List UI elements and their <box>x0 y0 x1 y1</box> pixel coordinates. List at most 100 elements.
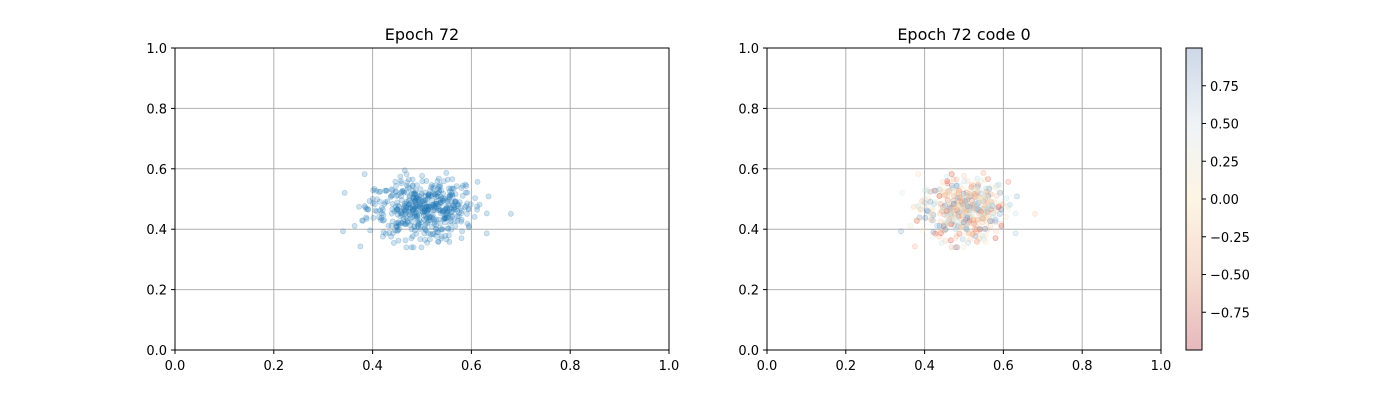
scatter-point <box>405 176 412 183</box>
scatter-point <box>462 189 469 196</box>
scatter-point-colored <box>984 213 991 220</box>
scatter-point-colored <box>968 223 975 230</box>
scatter-point <box>430 190 437 197</box>
scatter-point <box>376 188 382 195</box>
scatter-point <box>443 211 450 218</box>
scatter-point-colored <box>962 197 969 204</box>
scatter-point-colored <box>957 215 963 222</box>
scatter-point-colored <box>965 239 971 246</box>
scatter-point-colored <box>960 223 966 230</box>
scatter-point-colored <box>964 213 970 219</box>
scatter-point-colored <box>972 222 979 229</box>
scatter-point <box>424 195 431 201</box>
scatter-point-colored <box>955 223 961 230</box>
scatter-point-colored <box>969 215 976 221</box>
scatter-point-colored <box>984 209 990 216</box>
scatter-point <box>465 205 472 212</box>
scatter-point-colored <box>968 184 975 191</box>
scatter-point <box>398 180 405 187</box>
scatter-point-colored <box>981 208 988 215</box>
scatter-point <box>425 192 432 198</box>
scatter-point <box>454 218 461 224</box>
scatter-point-colored <box>987 198 994 204</box>
scatter-point-colored <box>945 211 951 218</box>
scatter-point-colored <box>937 187 944 194</box>
scatter-point <box>444 198 451 205</box>
scatter-point <box>435 186 441 192</box>
scatter-point-colored <box>998 205 1004 212</box>
scatter-point-colored <box>931 187 938 194</box>
scatter-point <box>425 203 432 210</box>
scatter-point <box>418 219 425 226</box>
scatter-point <box>397 213 404 220</box>
scatter-point <box>458 235 465 241</box>
scatter-point-colored <box>959 193 965 200</box>
scatter-point <box>443 203 450 210</box>
scatter-point-colored <box>998 222 1005 229</box>
scatter-point-colored <box>965 206 972 213</box>
scatter-point-colored <box>980 210 987 217</box>
scatter-point-colored <box>986 204 993 211</box>
scatter-point-colored <box>1003 195 1010 201</box>
scatter-point-colored <box>910 203 917 210</box>
scatter-point-colored <box>966 215 973 221</box>
scatter-point <box>408 244 415 251</box>
scatter-point-colored <box>982 207 989 214</box>
scatter-point-colored <box>992 216 999 223</box>
scatter-point-colored <box>944 193 951 199</box>
scatter-point-colored <box>989 203 996 210</box>
scatter-point <box>388 222 395 229</box>
scatter-point <box>453 183 460 189</box>
scatter-point <box>440 215 447 222</box>
scatter-point <box>421 197 428 204</box>
scatter-point-colored <box>969 230 976 237</box>
scatter-point <box>442 215 449 222</box>
scatter-point-colored <box>980 215 986 222</box>
scatter-point <box>389 206 396 213</box>
scatter-point <box>437 210 444 217</box>
scatter-point <box>411 191 418 198</box>
scatter-point-colored <box>976 233 983 240</box>
scatter-point-colored <box>952 244 959 251</box>
scatter-point-colored <box>973 193 980 200</box>
scatter-point <box>451 206 457 213</box>
scatter-point <box>422 221 429 228</box>
ticks-right: 0.00.0 0.2 0.2 0.4 0.4 0.6 0.6 0.8 0.8 1.0 1.0 <box>738 42 1171 374</box>
scatter-point <box>397 220 404 226</box>
scatter-point-colored <box>966 203 973 210</box>
scatter-point <box>377 207 383 214</box>
scatter-point-colored <box>997 220 1004 227</box>
scatter-point-colored <box>954 205 960 212</box>
scatter-point-colored <box>963 236 970 243</box>
scatter-point <box>407 211 413 218</box>
scatter-point <box>415 223 421 230</box>
scatter-point-colored <box>984 218 990 225</box>
scatter-point-colored <box>960 190 967 197</box>
y-tick-label-left: 0.6 <box>146 163 167 178</box>
scatter-point-colored <box>979 215 986 222</box>
scatter-point-colored <box>983 192 990 199</box>
scatter-point <box>430 231 437 238</box>
scatter-point <box>439 226 446 233</box>
scatter-point-colored <box>931 199 938 206</box>
scatter-point <box>437 199 444 206</box>
scatter-point <box>435 201 442 208</box>
scatter-point <box>410 187 416 194</box>
scatter-point-colored <box>985 185 992 192</box>
scatter-point-colored <box>984 205 991 212</box>
scatter-point <box>417 186 424 193</box>
scatter-point-colored <box>979 206 986 213</box>
scatter-point <box>341 189 348 196</box>
scatter-point-colored <box>978 208 984 215</box>
scatter-point <box>439 225 445 232</box>
scatter-point-colored <box>982 202 989 209</box>
scatter-point-colored <box>982 238 989 245</box>
scatter-point-colored <box>958 203 964 209</box>
scatter-point <box>410 207 417 213</box>
scatter-point <box>383 187 390 194</box>
scatter-point-colored <box>966 203 973 210</box>
scatter-point-colored <box>939 227 946 234</box>
colorbar-tick-label: 0.50 <box>1210 118 1239 133</box>
scatter-point <box>433 200 440 207</box>
scatter-point <box>381 217 387 224</box>
